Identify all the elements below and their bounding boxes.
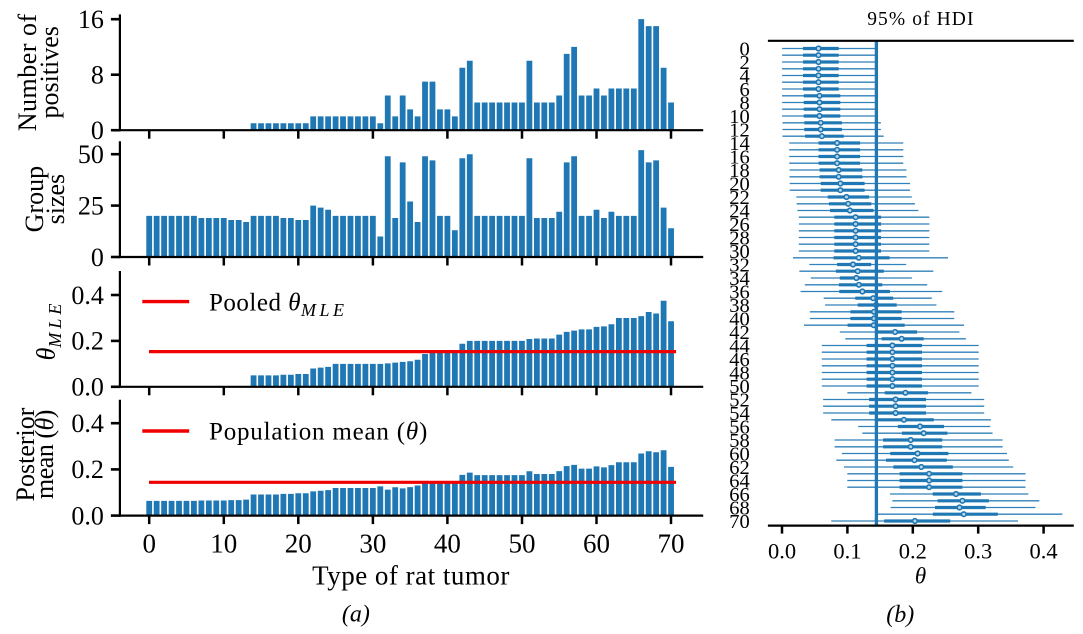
svg-text:Number of: Number of (13, 13, 42, 131)
svg-text:sizes: sizes (41, 174, 70, 225)
svg-text:18: 18 (729, 160, 750, 182)
svg-text:4: 4 (740, 66, 750, 88)
svg-text:58: 58 (729, 430, 750, 452)
svg-text:48: 48 (729, 363, 750, 385)
svg-text:14: 14 (729, 133, 750, 155)
svg-text:30: 30 (359, 529, 386, 559)
svg-text:0.2: 0.2 (899, 539, 927, 564)
svg-text:8: 8 (740, 93, 750, 115)
svg-text:50: 50 (78, 140, 104, 169)
svg-text:(b): (b) (886, 602, 914, 628)
svg-text:Group: Group (20, 166, 49, 232)
svg-text:(a): (a) (342, 602, 370, 628)
svg-text:0.1: 0.1 (833, 539, 861, 564)
svg-text:Posterior: Posterior (11, 407, 40, 501)
svg-text:0.2: 0.2 (71, 455, 104, 484)
svg-text:0.2: 0.2 (71, 327, 104, 356)
svg-text:0.0: 0.0 (71, 373, 104, 402)
svg-text:62: 62 (729, 457, 750, 479)
svg-text:0.4: 0.4 (71, 281, 104, 310)
svg-text:38: 38 (729, 295, 750, 317)
svg-text:70: 70 (729, 511, 750, 533)
svg-text:54: 54 (729, 403, 750, 425)
svg-text:20: 20 (729, 174, 750, 196)
svg-text:46: 46 (729, 349, 750, 371)
svg-text:10: 10 (729, 106, 750, 128)
svg-text:52: 52 (729, 390, 750, 412)
svg-text:24: 24 (729, 201, 750, 223)
svg-text:50: 50 (729, 376, 750, 398)
svg-text:0.0: 0.0 (71, 501, 104, 530)
svg-text:16: 16 (729, 147, 750, 169)
svg-text:70: 70 (658, 529, 685, 559)
svg-text:16: 16 (78, 5, 104, 34)
svg-text:8: 8 (91, 61, 104, 90)
svg-text:40: 40 (434, 529, 461, 559)
svg-text:0: 0 (91, 116, 104, 145)
svg-text:20: 20 (285, 529, 312, 559)
svg-text:0.3: 0.3 (964, 539, 992, 564)
svg-text:64: 64 (729, 471, 750, 493)
svg-text:28: 28 (729, 228, 750, 250)
svg-text:12: 12 (729, 120, 750, 142)
svg-text:θ: θ (915, 563, 926, 588)
svg-text:32: 32 (729, 255, 750, 277)
svg-text:30: 30 (729, 241, 750, 263)
svg-text:36: 36 (729, 282, 750, 304)
svg-text:mean (θ): mean (θ) (30, 410, 59, 499)
svg-text:0: 0 (142, 529, 156, 559)
svg-text:Type of rat tumor: Type of rat tumor (312, 561, 510, 591)
svg-text:42: 42 (729, 322, 750, 344)
svg-text:60: 60 (729, 444, 750, 466)
svg-text:40: 40 (729, 309, 750, 331)
svg-text:26: 26 (729, 214, 750, 236)
svg-text:10: 10 (210, 529, 237, 559)
svg-text:2: 2 (740, 52, 750, 74)
svg-text:50: 50 (509, 529, 536, 559)
svg-text:6: 6 (740, 79, 750, 101)
svg-text:0: 0 (91, 243, 104, 272)
svg-text:56: 56 (729, 417, 750, 439)
svg-text:positives: positives (35, 26, 64, 118)
svg-text:66: 66 (729, 484, 750, 506)
svg-text:22: 22 (729, 187, 750, 209)
svg-text:0.4: 0.4 (1030, 539, 1058, 564)
svg-text:60: 60 (583, 529, 610, 559)
svg-text:34: 34 (729, 268, 750, 290)
svg-text:0.4: 0.4 (71, 409, 104, 438)
svg-text:95% of HDI: 95% of HDI (867, 9, 974, 30)
svg-text:0: 0 (740, 39, 750, 61)
svg-text:0.0: 0.0 (768, 539, 796, 564)
svg-text:68: 68 (729, 498, 750, 520)
svg-text:25: 25 (78, 191, 104, 220)
svg-text:44: 44 (729, 336, 750, 358)
svg-text:Population mean (θ): Population mean (θ) (209, 418, 428, 445)
